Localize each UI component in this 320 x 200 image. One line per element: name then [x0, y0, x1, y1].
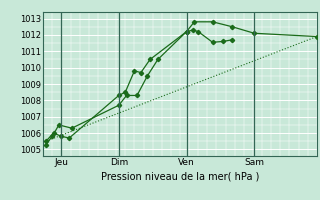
X-axis label: Pression niveau de la mer( hPa ): Pression niveau de la mer( hPa )	[101, 171, 259, 181]
